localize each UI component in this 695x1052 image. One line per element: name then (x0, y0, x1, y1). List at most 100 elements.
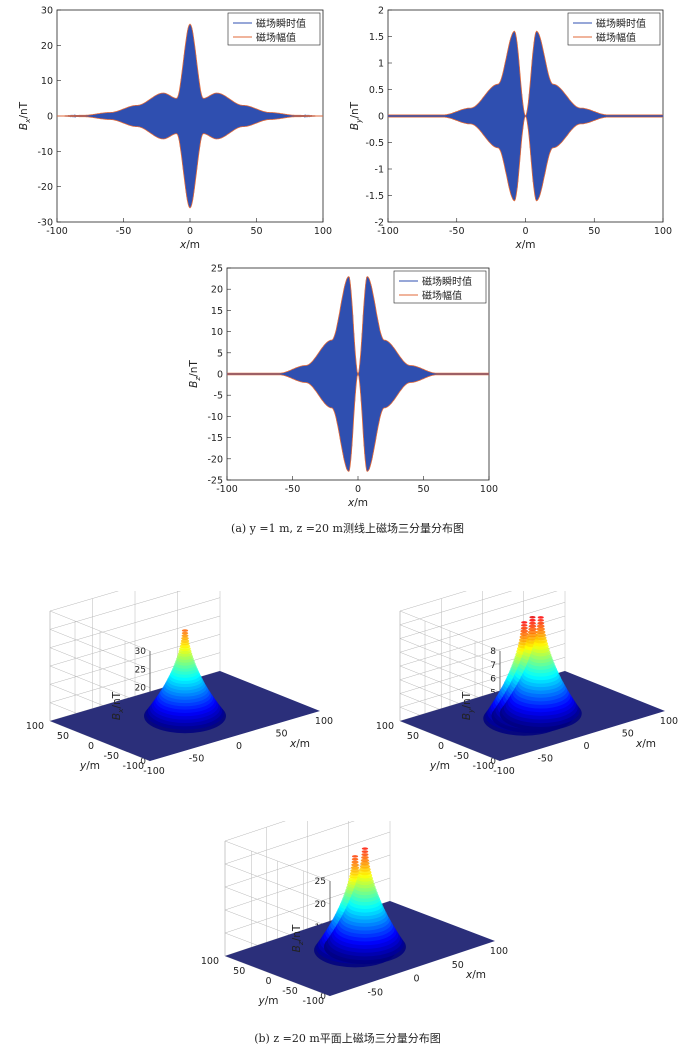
x-tick-label: 50 (622, 729, 634, 740)
surface-slice (536, 624, 545, 628)
x-tick-label: -50 (367, 987, 383, 998)
y-tick-label: 0.5 (369, 85, 384, 96)
x-tick-label: -100 (377, 226, 399, 237)
surface-slice (537, 621, 545, 625)
axis-label: x/m (635, 738, 656, 750)
x-tick-label: -50 (537, 754, 553, 765)
y-tick-label: 20 (211, 285, 223, 296)
y-tick-label: 100 (26, 721, 44, 732)
legend-label-amplitude: 磁场幅值 (596, 31, 636, 44)
surface-slice (351, 860, 359, 864)
surface-slice (521, 621, 528, 624)
y-tick-label: -2 (375, 218, 384, 229)
axis-label: x/m (465, 969, 486, 981)
surface-peaks (144, 629, 226, 734)
by-line-chart: -100 -50 0 50 100 -2 -1.5 -1 -0.5 0 0.5 1 1.5 2 x/m By/… (349, 6, 672, 252)
surface-slice (351, 863, 359, 867)
y-tick-label: 1 (378, 59, 384, 70)
caption-a: (a) y =1 m, z =20 m测线上磁场三分量分布图 (231, 522, 464, 535)
y-tick-label: -100 (302, 996, 324, 1007)
surface-slice (520, 629, 529, 633)
surface-slice (360, 861, 370, 866)
y-tick-label: 50 (407, 731, 419, 742)
y-tick-label: -50 (282, 986, 298, 997)
x-tick-label: -100 (46, 226, 68, 237)
x-tick-label: 50 (452, 960, 464, 971)
series-amplitude-upper (57, 23, 323, 117)
surface-slice (351, 855, 359, 858)
surface-slice (361, 855, 369, 860)
surface-slice (536, 627, 545, 631)
x-tick-label: 50 (275, 729, 287, 740)
y-tick-label: 50 (57, 731, 69, 742)
x-tick-label: 50 (588, 226, 600, 237)
y-tick-label: -10 (37, 147, 53, 158)
surface-slice (180, 641, 190, 646)
axis-label: Bz/nT (188, 360, 202, 388)
surface-slice (521, 623, 528, 627)
caption-b: (b) z =20 m平面上磁场三分量分布图 (254, 1032, 441, 1045)
surface-slice (181, 629, 189, 632)
x-tick-label: -100 (493, 766, 515, 777)
z-tick-label: 0 (320, 992, 326, 1002)
surface-slice (181, 636, 189, 640)
surface-slice (529, 621, 536, 625)
surface-peaks (483, 615, 582, 736)
x-tick-label: -100 (216, 484, 238, 495)
x-tick-label: 100 (490, 946, 508, 957)
y-tick-label: -0.5 (365, 138, 384, 149)
x-tick-label: 0 (413, 974, 419, 985)
surface-slice (527, 630, 538, 635)
y-tick-label: -20 (207, 454, 223, 465)
surface-slice (528, 624, 537, 628)
surface-slice (181, 631, 189, 635)
surface-slice (350, 868, 360, 873)
x-tick-label: 50 (250, 226, 262, 237)
bz-surface-chart: 0510152025-50050100-100-50050100x/my/mBz… (201, 821, 508, 1007)
surface-slice (527, 633, 538, 638)
y-tick-label: -20 (37, 182, 53, 193)
surface-slice (536, 630, 546, 634)
x-tick-label: 100 (654, 226, 672, 237)
series-amplitude-lower (388, 115, 663, 202)
legend-label-instant: 磁场瞬时值 (256, 17, 306, 30)
y-tick-label: 0 (217, 370, 223, 381)
surface-slice (180, 639, 190, 643)
surface-slice (519, 635, 529, 639)
axis-label: By/nT (461, 691, 475, 720)
z-tick-label: 25 (135, 665, 146, 675)
y-tick-label: 20 (41, 41, 53, 52)
surface-slice (537, 618, 544, 622)
x-tick-label: 0 (187, 226, 193, 237)
surface-slice (350, 865, 360, 870)
surface-slice (360, 858, 370, 863)
y-tick-label: -5 (214, 391, 223, 402)
z-tick-label: 7 (490, 661, 496, 671)
legend-label-instant: 磁场瞬时值 (596, 17, 646, 30)
x-tick-label: -50 (116, 226, 132, 237)
axis-label: Bz/nT (291, 924, 305, 952)
legend-label-instant: 磁场瞬时值 (422, 275, 472, 288)
z-tick-label: 0 (490, 757, 496, 767)
y-tick-label: 0 (88, 741, 94, 752)
axis-label: y/m (429, 760, 450, 772)
series-amplitude-lower (57, 115, 323, 209)
x-tick-label: 0 (522, 226, 528, 237)
y-tick-label: -10 (207, 412, 223, 423)
axis-label: Bx/nT (111, 691, 125, 720)
surface-slice (520, 632, 529, 636)
surface-slice (528, 627, 537, 631)
legend (227, 12, 321, 46)
surface-slice (361, 853, 369, 857)
surface-slice (361, 850, 369, 853)
z-tick-label: 20 (315, 900, 327, 910)
y-tick-label: 10 (211, 327, 223, 338)
y-tick-label: 5 (217, 348, 223, 359)
y-tick-label: -1.5 (365, 191, 384, 202)
x-tick-label: 0 (583, 741, 589, 752)
y-tick-label: 2 (378, 6, 384, 17)
surface-slice (520, 626, 528, 630)
y-tick-label: -100 (122, 761, 144, 772)
y-tick-label: 0 (265, 976, 271, 987)
y-tick-label: 30 (41, 6, 53, 17)
